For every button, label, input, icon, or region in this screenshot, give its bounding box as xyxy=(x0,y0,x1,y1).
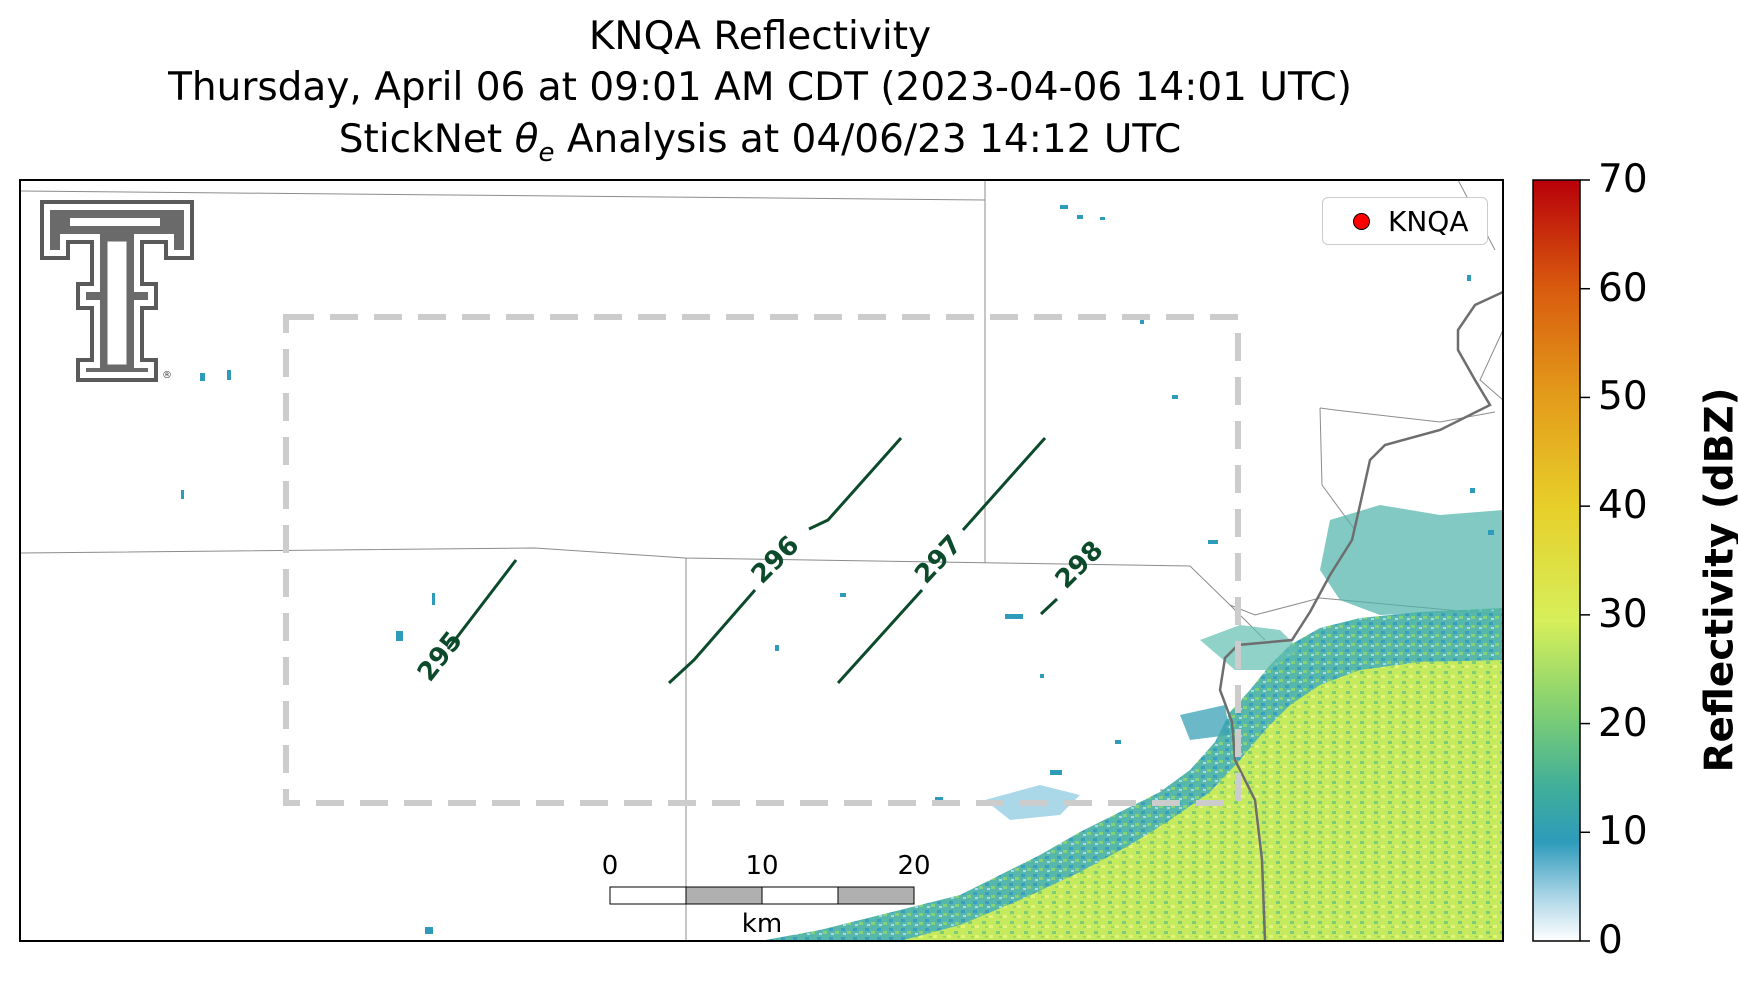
colorbar xyxy=(1532,179,1581,942)
scale-bar-unit: km xyxy=(741,909,783,939)
map-frame xyxy=(19,179,1504,942)
boundary-line xyxy=(1319,407,1356,531)
colorbar-tick-label: 20 xyxy=(1598,700,1648,746)
map-subtitle-time: Thursday, April 06 at 09:01 AM CDT (2023… xyxy=(168,65,1352,110)
map-subtitle-analysis: StickNet θe Analysis at 04/06/23 14:12 U… xyxy=(0,115,1520,178)
contour-297-line-a xyxy=(836,588,924,685)
echo-northeast xyxy=(1320,505,1503,615)
scale-bar-tick-label: 10 xyxy=(745,851,779,881)
contour-297-line-b xyxy=(961,437,1047,531)
colorbar-tick-label: 30 xyxy=(1598,591,1648,637)
colorbar-tick-label: 50 xyxy=(1598,374,1648,420)
contour-295-line xyxy=(446,559,518,650)
analysis-domain-box xyxy=(283,314,1241,806)
contour-296-line-a xyxy=(667,589,757,685)
boundary-line xyxy=(20,190,986,201)
texas-tech-double-t-logo: ® xyxy=(40,200,194,382)
colorbar-title: Reflectivity (dBZ) xyxy=(1697,387,1738,773)
logo-registered-mark: ® xyxy=(162,370,172,381)
legend: KNQA xyxy=(1322,197,1488,245)
scale-bar-tick-label: 20 xyxy=(897,851,931,881)
theta-e-contours xyxy=(446,437,1059,685)
theta-symbol: θe xyxy=(514,117,555,168)
colorbar-tick-label: 70 xyxy=(1598,157,1648,202)
boundary-line xyxy=(1479,329,1503,401)
contour-298-line xyxy=(1039,597,1059,616)
colorbar-tick-label: 0 xyxy=(1598,918,1623,963)
scale-bar-segment xyxy=(837,886,915,905)
analysis-suffix: Analysis at 04/06/23 14:12 UTC xyxy=(554,117,1182,162)
contour-296-line-b xyxy=(808,437,903,531)
legend-label: KNQA xyxy=(1388,204,1469,238)
state-boundary-thick xyxy=(1218,290,1503,941)
echo-patch xyxy=(1180,705,1230,740)
colorbar-tick-label: 40 xyxy=(1598,483,1648,529)
boundary-line xyxy=(20,547,1231,606)
echo-speckles xyxy=(181,205,1494,934)
knqa-marker-icon xyxy=(1353,212,1370,230)
scale-bar-segment xyxy=(685,886,763,905)
scale-bar xyxy=(609,886,915,905)
scale-bar-segment xyxy=(761,886,839,905)
colorbar-tick-label: 60 xyxy=(1598,265,1648,311)
scale-bar-tick-label: 0 xyxy=(601,851,619,881)
map-title: KNQA Reflectivity xyxy=(588,14,932,59)
analysis-prefix: StickNet xyxy=(338,117,515,162)
map-layers: 295 296 297 298 ® xyxy=(20,180,1503,941)
colorbar-ticks xyxy=(1580,179,1590,942)
colorbar-tick-label: 10 xyxy=(1598,809,1648,855)
scale-bar-segment xyxy=(609,886,687,905)
